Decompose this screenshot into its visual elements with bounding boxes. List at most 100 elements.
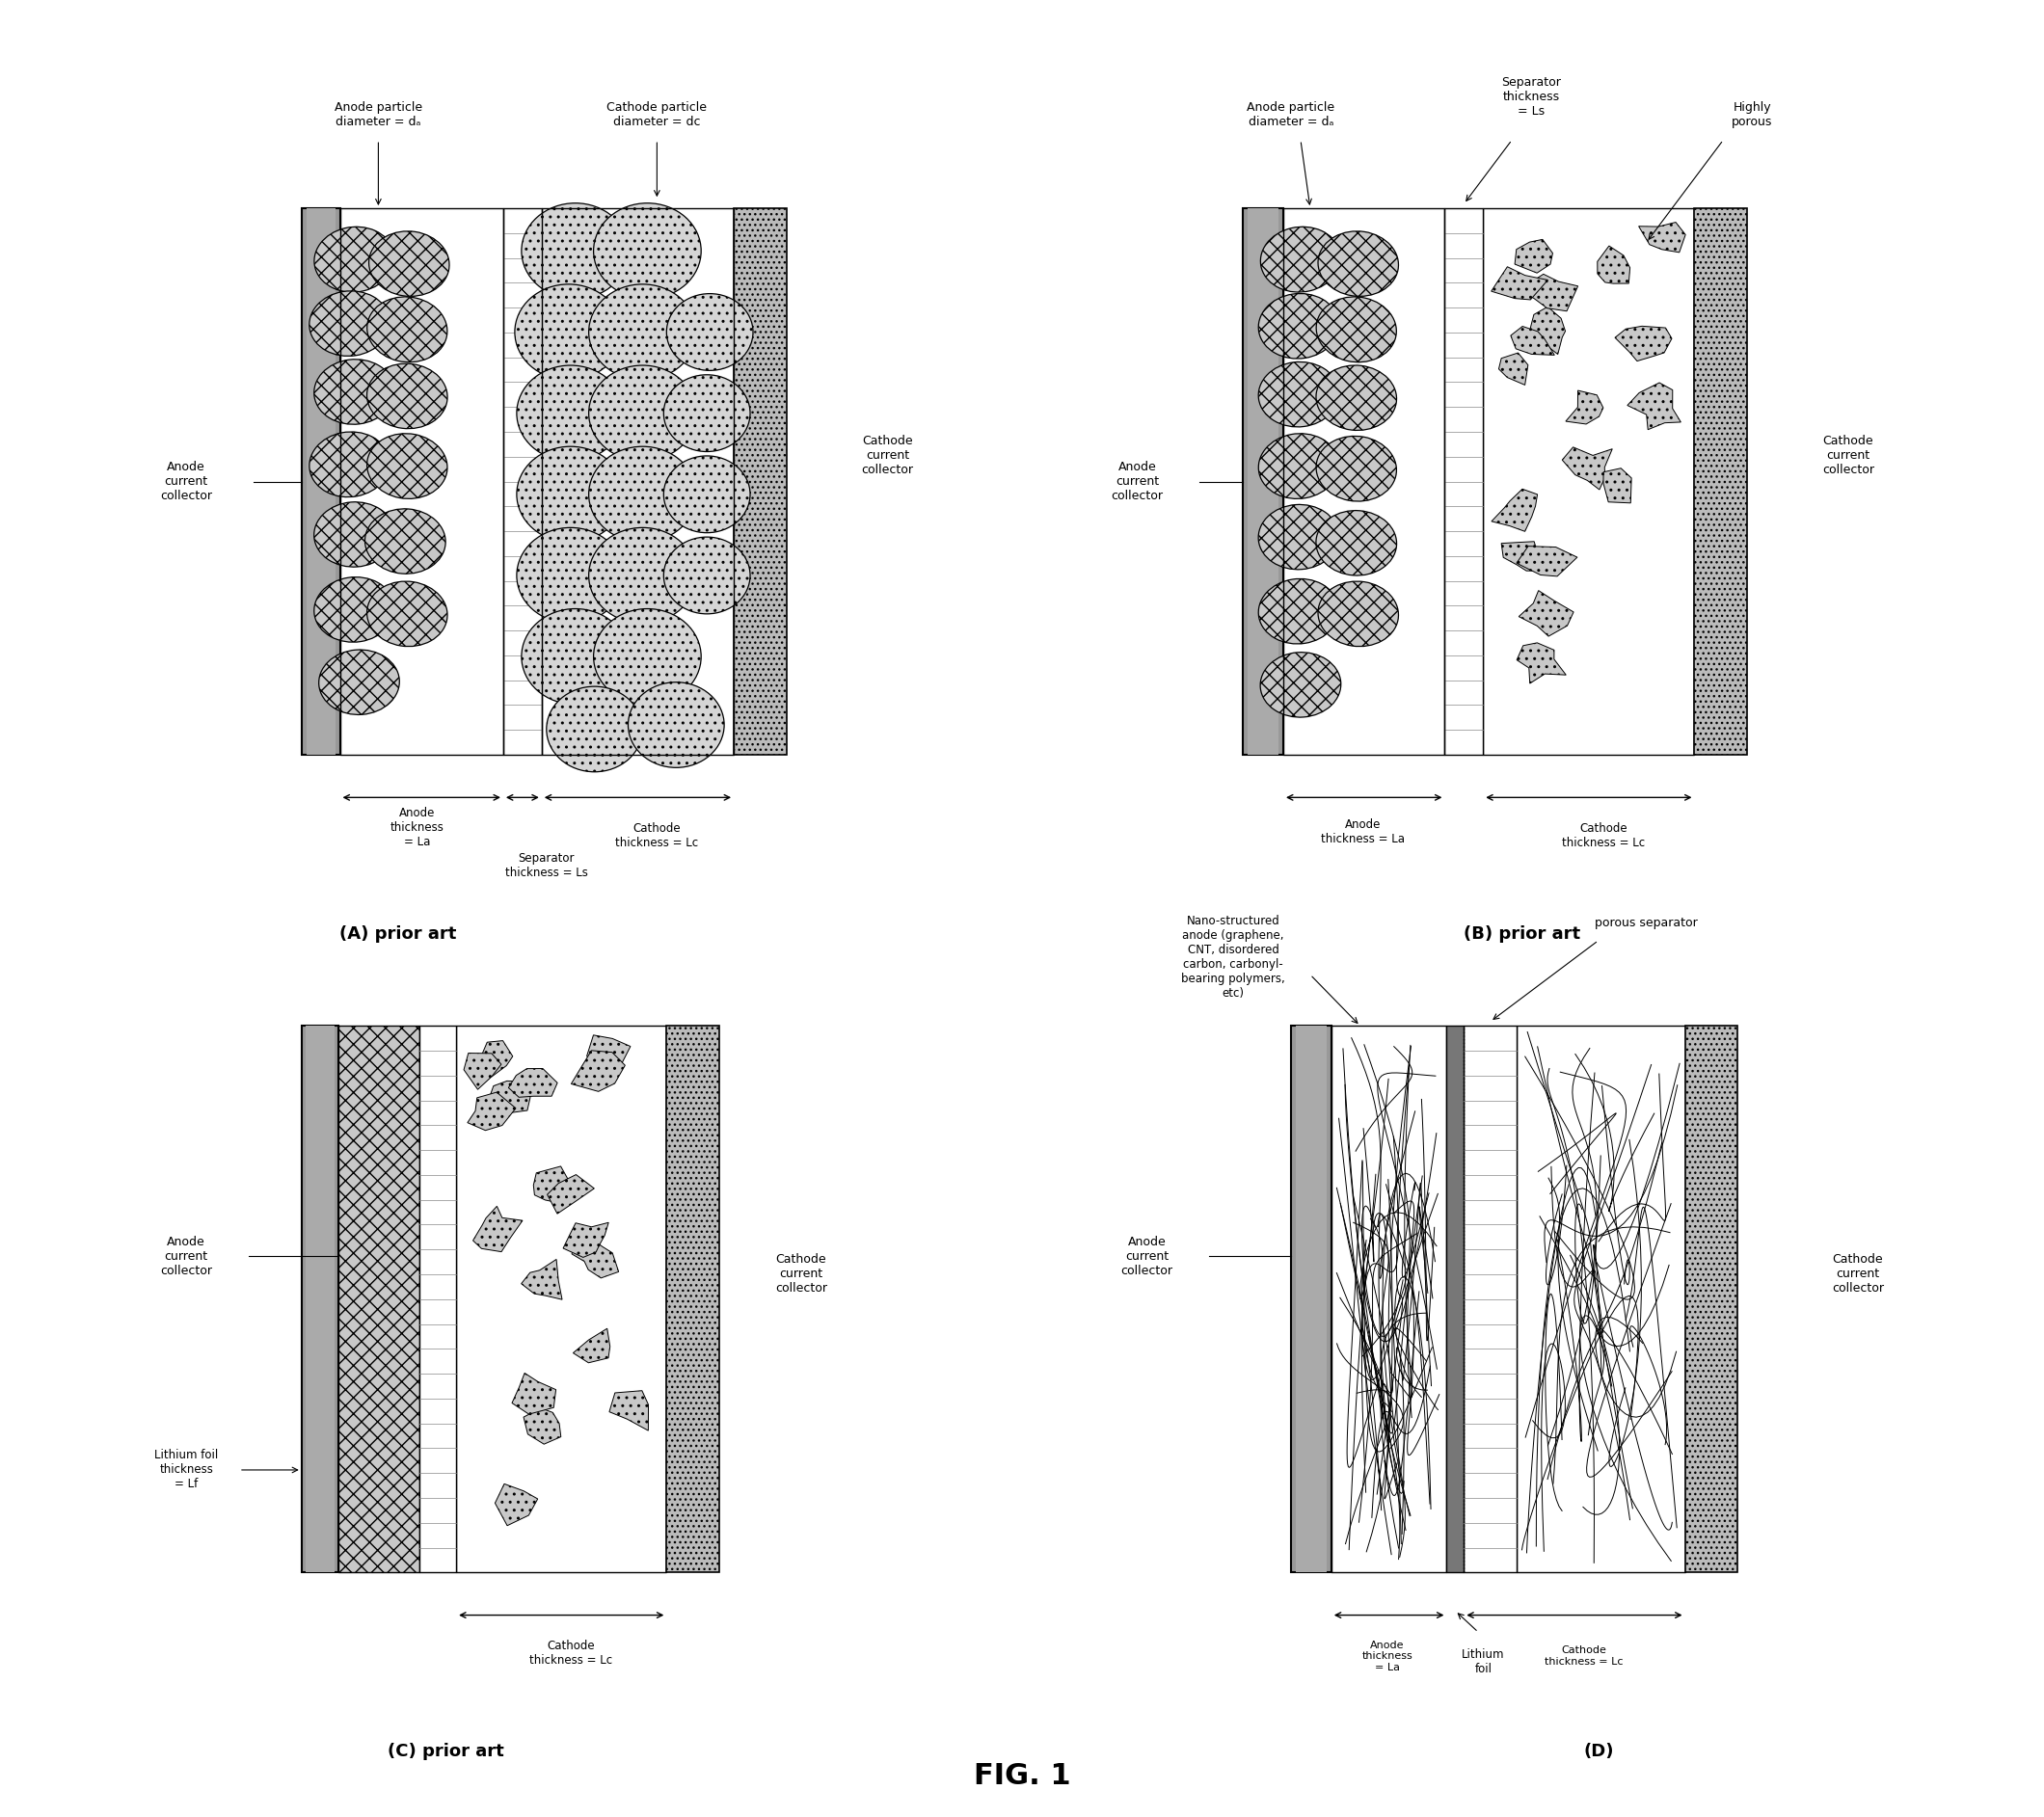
Polygon shape xyxy=(609,1390,648,1430)
Ellipse shape xyxy=(368,296,448,362)
Ellipse shape xyxy=(1318,231,1398,296)
Circle shape xyxy=(593,204,701,298)
Text: Lithium
foil: Lithium foil xyxy=(1461,1648,1504,1675)
Ellipse shape xyxy=(315,578,394,641)
Text: (B) prior art: (B) prior art xyxy=(1464,925,1580,943)
Text: Cathode particle
diameter = dᴄ: Cathode particle diameter = dᴄ xyxy=(607,100,707,127)
Polygon shape xyxy=(1627,383,1680,429)
Bar xyxy=(1445,209,1484,754)
Polygon shape xyxy=(1521,274,1578,311)
Text: Anode
thickness
= La: Anode thickness = La xyxy=(1361,1641,1412,1672)
Polygon shape xyxy=(564,1223,609,1257)
Text: (D): (D) xyxy=(1584,1743,1613,1761)
Text: Cathode
thickness = Lc: Cathode thickness = Lc xyxy=(1562,823,1645,849)
Polygon shape xyxy=(1511,327,1555,354)
Polygon shape xyxy=(1527,307,1566,354)
Bar xyxy=(1331,1027,1447,1572)
Ellipse shape xyxy=(368,434,448,498)
Text: Lithium foil
thickness
= Lf: Lithium foil thickness = Lf xyxy=(153,1450,219,1490)
Ellipse shape xyxy=(315,501,394,567)
Polygon shape xyxy=(533,1167,570,1203)
Polygon shape xyxy=(464,1054,501,1090)
Text: Cathode
current
collector: Cathode current collector xyxy=(775,1252,828,1294)
Text: Anode
current
collector: Anode current collector xyxy=(1120,1236,1173,1277)
Circle shape xyxy=(664,538,750,614)
Ellipse shape xyxy=(1261,227,1341,293)
Text: (C) prior art: (C) prior art xyxy=(388,1743,503,1761)
Polygon shape xyxy=(1566,391,1602,423)
Ellipse shape xyxy=(1316,365,1396,431)
Bar xyxy=(1296,1027,1327,1572)
Circle shape xyxy=(593,609,701,705)
Text: Cathode
current
collector: Cathode current collector xyxy=(1831,1252,1885,1294)
Ellipse shape xyxy=(319,650,399,714)
Polygon shape xyxy=(1517,547,1578,576)
Ellipse shape xyxy=(315,227,394,293)
Text: Cathode
thickness = Lc: Cathode thickness = Lc xyxy=(529,1641,611,1666)
Bar xyxy=(503,209,542,754)
Text: Anode
thickness
= La: Anode thickness = La xyxy=(390,807,444,849)
Polygon shape xyxy=(1498,352,1529,385)
Circle shape xyxy=(521,609,630,705)
Circle shape xyxy=(664,456,750,532)
Polygon shape xyxy=(572,1237,619,1277)
Polygon shape xyxy=(495,1484,538,1526)
Ellipse shape xyxy=(366,363,448,429)
Polygon shape xyxy=(1602,469,1631,503)
Ellipse shape xyxy=(309,432,390,498)
Ellipse shape xyxy=(1259,434,1339,498)
Ellipse shape xyxy=(315,360,394,425)
Polygon shape xyxy=(572,1328,609,1363)
Text: Anode
current
collector: Anode current collector xyxy=(159,1236,213,1277)
Ellipse shape xyxy=(1259,362,1339,427)
Ellipse shape xyxy=(1259,294,1339,358)
Bar xyxy=(339,209,503,754)
Text: Cathode
thickness = Lc: Cathode thickness = Lc xyxy=(1545,1646,1623,1666)
Polygon shape xyxy=(570,1050,625,1092)
Bar xyxy=(542,209,734,754)
Polygon shape xyxy=(548,1174,595,1214)
Bar xyxy=(303,209,339,754)
Circle shape xyxy=(666,294,752,371)
Bar xyxy=(666,1027,719,1572)
Polygon shape xyxy=(1492,489,1537,531)
Bar xyxy=(1292,1027,1331,1572)
Bar xyxy=(1484,209,1694,754)
Circle shape xyxy=(517,447,623,541)
Bar xyxy=(456,1027,666,1572)
Bar xyxy=(307,209,335,754)
Bar xyxy=(1684,1027,1737,1572)
Circle shape xyxy=(628,681,724,767)
Polygon shape xyxy=(1598,245,1629,283)
Circle shape xyxy=(515,283,621,380)
Polygon shape xyxy=(1615,325,1672,362)
Text: Cathode
current
collector: Cathode current collector xyxy=(861,434,914,476)
Polygon shape xyxy=(1502,541,1547,571)
Polygon shape xyxy=(486,1081,529,1116)
Polygon shape xyxy=(482,1041,513,1077)
Circle shape xyxy=(664,374,750,452)
Text: FIG. 1: FIG. 1 xyxy=(973,1762,1071,1790)
Text: Separator
thickness
= Ls: Separator thickness = Ls xyxy=(1502,76,1562,118)
Bar xyxy=(337,1027,419,1572)
Polygon shape xyxy=(472,1206,523,1252)
Circle shape xyxy=(521,204,630,298)
Text: Separator
thickness = Ls: Separator thickness = Ls xyxy=(505,852,589,879)
Polygon shape xyxy=(1562,447,1613,489)
Polygon shape xyxy=(587,1036,630,1074)
Bar xyxy=(305,1027,333,1572)
Bar xyxy=(1284,209,1445,754)
Circle shape xyxy=(546,687,642,772)
Circle shape xyxy=(517,527,623,623)
Ellipse shape xyxy=(1316,436,1396,501)
Polygon shape xyxy=(1519,591,1574,636)
Polygon shape xyxy=(468,1092,515,1130)
Ellipse shape xyxy=(366,509,446,574)
Text: (A) prior art: (A) prior art xyxy=(339,925,456,943)
Circle shape xyxy=(589,447,697,541)
Bar xyxy=(1694,209,1748,754)
Bar xyxy=(734,209,787,754)
Bar xyxy=(1517,1027,1684,1572)
Bar xyxy=(1464,1027,1517,1572)
Text: Cathode
current
collector: Cathode current collector xyxy=(1821,434,1874,476)
